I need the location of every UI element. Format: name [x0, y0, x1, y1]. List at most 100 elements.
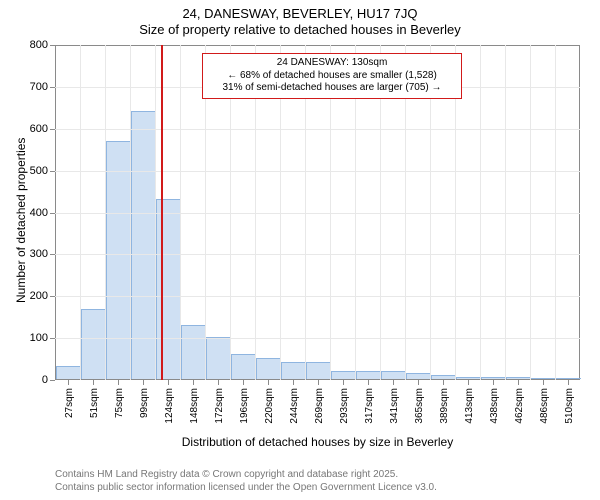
reference-line	[161, 45, 163, 380]
x-tick-label: 341sqm	[389, 388, 400, 424]
bar	[56, 366, 81, 379]
x-tick	[218, 380, 219, 385]
y-tick	[50, 380, 55, 381]
x-tick	[168, 380, 169, 385]
gridline-horizontal	[55, 213, 580, 214]
x-tick-label: 365sqm	[414, 388, 425, 424]
x-tick	[143, 380, 144, 385]
bar	[231, 354, 256, 379]
bar	[256, 358, 281, 379]
y-tick	[50, 45, 55, 46]
bar	[281, 362, 306, 379]
y-tick	[50, 87, 55, 88]
x-tick	[493, 380, 494, 385]
bar	[306, 362, 331, 379]
chart-container: 24, DANESWAY, BEVERLEY, HU17 7JQ Size of…	[0, 0, 600, 500]
y-tick-label: 200	[20, 290, 48, 302]
annotation-line: 24 DANESWAY: 130sqm	[208, 57, 456, 70]
bar	[331, 371, 356, 379]
x-tick-label: 510sqm	[564, 388, 575, 424]
y-tick	[50, 213, 55, 214]
y-tick-label: 400	[20, 207, 48, 219]
x-tick	[318, 380, 319, 385]
bar	[456, 377, 481, 379]
bar	[506, 377, 531, 379]
gridline-horizontal	[55, 171, 580, 172]
x-tick	[68, 380, 69, 385]
bar	[181, 325, 206, 379]
y-tick-label: 600	[20, 123, 48, 135]
title-block: 24, DANESWAY, BEVERLEY, HU17 7JQ Size of…	[0, 0, 600, 37]
gridline-vertical	[180, 45, 181, 380]
x-tick	[343, 380, 344, 385]
annotation-line: ← 68% of detached houses are smaller (1,…	[208, 70, 456, 83]
bar	[481, 377, 506, 379]
bar	[81, 309, 106, 379]
x-tick	[368, 380, 369, 385]
gridline-vertical	[480, 45, 481, 380]
x-tick-label: 244sqm	[289, 388, 300, 424]
x-tick-label: 27sqm	[64, 388, 75, 418]
y-tick	[50, 129, 55, 130]
x-tick-label: 413sqm	[464, 388, 475, 424]
x-tick	[468, 380, 469, 385]
footer-line-1: Contains HM Land Registry data © Crown c…	[55, 468, 437, 481]
x-tick-label: 75sqm	[114, 388, 125, 418]
annotation-box: 24 DANESWAY: 130sqm← 68% of detached hou…	[202, 53, 462, 99]
y-tick-label: 0	[20, 374, 48, 386]
y-tick	[50, 338, 55, 339]
gridline-horizontal	[55, 338, 580, 339]
gridline-horizontal	[55, 296, 580, 297]
title-subtitle: Size of property relative to detached ho…	[0, 22, 600, 37]
bar	[556, 378, 581, 379]
y-tick-label: 300	[20, 248, 48, 260]
x-tick-label: 293sqm	[339, 388, 350, 424]
x-tick-label: 317sqm	[364, 388, 375, 424]
x-tick	[293, 380, 294, 385]
gridline-vertical	[80, 45, 81, 380]
x-tick-label: 99sqm	[139, 388, 150, 418]
gridline-vertical	[555, 45, 556, 380]
x-tick-label: 462sqm	[514, 388, 525, 424]
x-tick-label: 172sqm	[214, 388, 225, 424]
y-tick	[50, 171, 55, 172]
gridline-vertical	[105, 45, 106, 380]
x-tick	[393, 380, 394, 385]
x-tick	[243, 380, 244, 385]
bar	[531, 378, 556, 379]
y-axis-label: Number of detached properties	[14, 137, 28, 302]
gridline-vertical	[130, 45, 131, 380]
x-axis-label: Distribution of detached houses by size …	[55, 435, 580, 449]
x-tick	[93, 380, 94, 385]
x-tick	[118, 380, 119, 385]
gridline-vertical	[155, 45, 156, 380]
bar	[206, 337, 231, 379]
y-tick-label: 800	[20, 39, 48, 51]
bar	[106, 141, 131, 379]
x-tick	[518, 380, 519, 385]
x-tick	[443, 380, 444, 385]
bar	[356, 371, 381, 379]
gridline-horizontal	[55, 129, 580, 130]
gridline-vertical	[530, 45, 531, 380]
x-tick-label: 51sqm	[89, 388, 100, 418]
y-tick-label: 100	[20, 332, 48, 344]
bar	[381, 371, 406, 379]
x-tick	[568, 380, 569, 385]
footer-attribution: Contains HM Land Registry data © Crown c…	[55, 468, 437, 494]
gridline-horizontal	[55, 254, 580, 255]
x-tick-label: 269sqm	[314, 388, 325, 424]
title-address: 24, DANESWAY, BEVERLEY, HU17 7JQ	[0, 6, 600, 21]
x-tick-label: 148sqm	[189, 388, 200, 424]
x-tick-label: 196sqm	[239, 388, 250, 424]
bar	[156, 199, 181, 379]
x-tick-label: 389sqm	[439, 388, 450, 424]
x-tick-label: 220sqm	[264, 388, 275, 424]
annotation-line: 31% of semi-detached houses are larger (…	[208, 82, 456, 95]
y-tick	[50, 296, 55, 297]
bar	[406, 373, 431, 379]
y-tick-label: 700	[20, 81, 48, 93]
x-tick-label: 486sqm	[539, 388, 550, 424]
x-tick	[543, 380, 544, 385]
gridline-vertical	[505, 45, 506, 380]
